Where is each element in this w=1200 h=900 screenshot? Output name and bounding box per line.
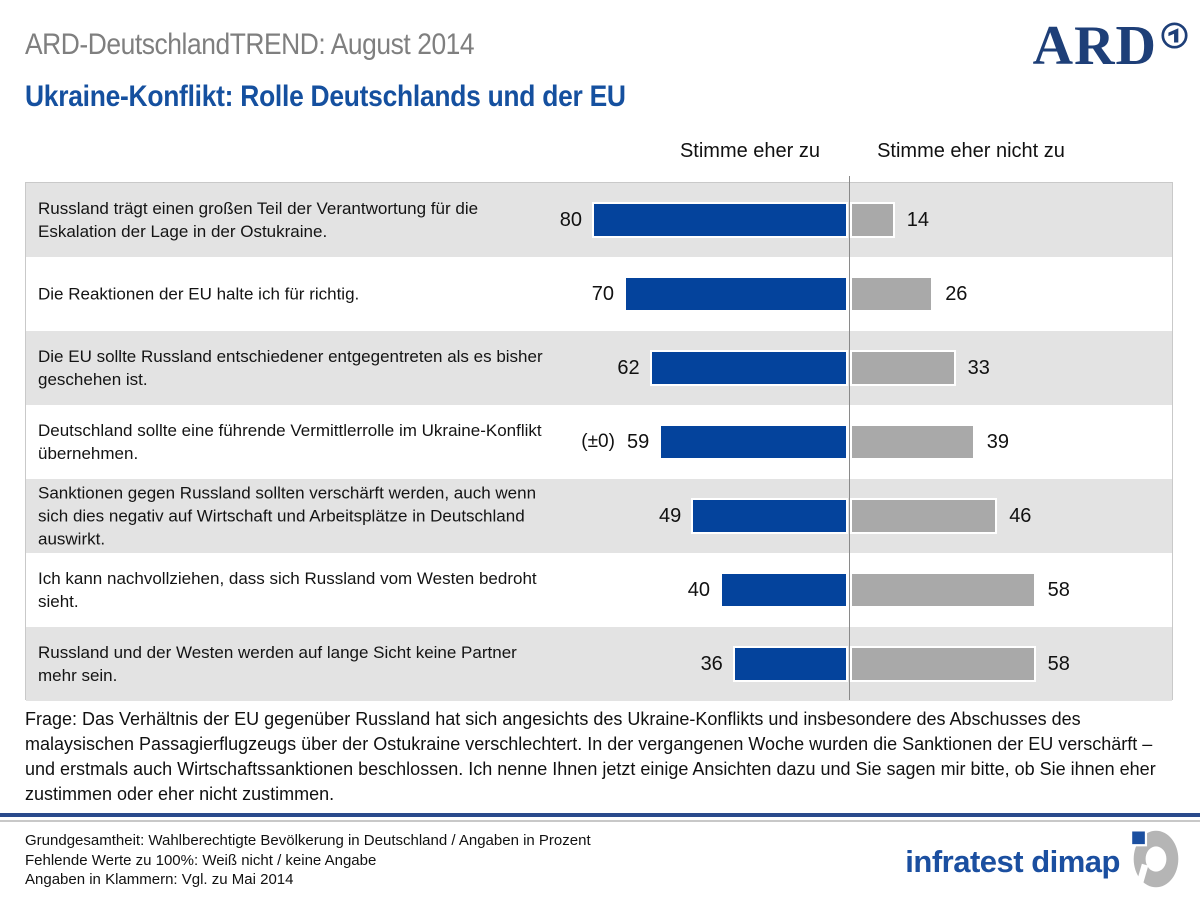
- disagree-bar: [850, 572, 1036, 608]
- agree-value: 62: [617, 356, 640, 379]
- agree-value: 40: [687, 578, 710, 601]
- statement-label: Russland und der Westen werden auf lange…: [38, 643, 517, 685]
- agree-bar: [659, 424, 848, 460]
- disagree-bar: [850, 202, 895, 238]
- infratest-dimap-logo: infratest dimap: [905, 828, 1180, 893]
- footnote-line: Fehlende Werte zu 100%: Weiß nicht / kei…: [25, 851, 377, 869]
- disagree-value: 33: [967, 356, 990, 379]
- disagree-value: 58: [1047, 578, 1070, 601]
- ard-one-icon: [1161, 22, 1188, 54]
- statement-label: Die EU sollte Russland entschiedener ent…: [38, 347, 543, 389]
- disagree-bar: [850, 424, 975, 460]
- agree-value: 70: [591, 282, 614, 305]
- table-row: Sanktionen gegen Russland sollten versch…: [26, 479, 1172, 553]
- agree-bar: [624, 276, 848, 312]
- footer-separator-gray: [0, 820, 1200, 822]
- agree-value: 59: [626, 430, 650, 453]
- disagree-bar: [850, 646, 1036, 682]
- footnote-line: Angaben in Klammern: Vgl. zu Mai 2014: [25, 871, 294, 888]
- footnotes: Grundgesamtheit: Wahlberechtigte Bevölke…: [25, 831, 591, 890]
- agree-bar: [592, 202, 848, 238]
- page-title: Ukraine-Konflikt: Rolle Deutschlands und…: [25, 80, 626, 113]
- disagree-value: 14: [906, 208, 930, 231]
- statement-label: Russland trägt einen großen Teil der Ver…: [38, 199, 479, 241]
- legend-agree: Stimme eher zu: [679, 140, 821, 162]
- table-row: Deutschland sollte eine führende Vermitt…: [26, 405, 1172, 479]
- table-row: Russland und der Westen werden auf lange…: [26, 627, 1172, 701]
- disagree-bar: [850, 350, 956, 386]
- disagree-value: 26: [945, 282, 968, 305]
- disagree-value: 46: [1009, 504, 1032, 527]
- disagree-bar: [850, 276, 934, 312]
- agree-bar: [649, 350, 848, 386]
- infratest-dimap-text: infratest dimap: [905, 843, 1120, 879]
- statement-label: Sanktionen gegen Russland sollten versch…: [38, 483, 537, 549]
- table-row: Die EU sollte Russland entschiedener ent…: [26, 331, 1172, 405]
- footer-separator-blue: [0, 813, 1200, 817]
- statement-label: Die Reaktionen der EU halte ich für rich…: [38, 284, 360, 304]
- agree-bar: [732, 646, 848, 682]
- agree-value: 49: [658, 504, 682, 527]
- statement-label: Deutschland sollte eine führende Vermitt…: [38, 421, 542, 463]
- disagree-value: 58: [1047, 652, 1070, 675]
- ard-logo-text: ARD: [1032, 15, 1157, 77]
- survey-question: Frage: Das Verhältnis der EU gegenüber R…: [25, 709, 1156, 804]
- agree-value: 36: [700, 652, 723, 675]
- footnote-line: Grundgesamtheit: Wahlberechtigte Bevölke…: [25, 832, 591, 849]
- bar-note: (±0): [581, 431, 615, 452]
- table-row: Die Reaktionen der EU halte ich für rich…: [26, 257, 1172, 331]
- table-row: Russland trägt einen großen Teil der Ver…: [26, 183, 1172, 257]
- agree-bar: [691, 498, 848, 534]
- statement-label: Ich kann nachvollziehen, dass sich Russl…: [38, 569, 537, 611]
- report-name: ARD-DeutschlandTREND: August 2014: [25, 28, 475, 61]
- agree-value: 80: [559, 208, 582, 231]
- table-row: Ich kann nachvollziehen, dass sich Russl…: [26, 553, 1172, 627]
- diverging-bar-chart: Russland trägt einen großen Teil der Ver…: [25, 182, 1173, 701]
- legend-disagree: Stimme eher nicht zu: [877, 140, 1065, 162]
- disagree-value: 39: [986, 430, 1010, 453]
- disagree-bar: [850, 498, 998, 534]
- infratest-dimap-icon: [1129, 828, 1180, 893]
- agree-bar: [720, 572, 848, 608]
- zero-axis-line: [849, 176, 850, 700]
- ard-logo: ARD: [1032, 15, 1188, 77]
